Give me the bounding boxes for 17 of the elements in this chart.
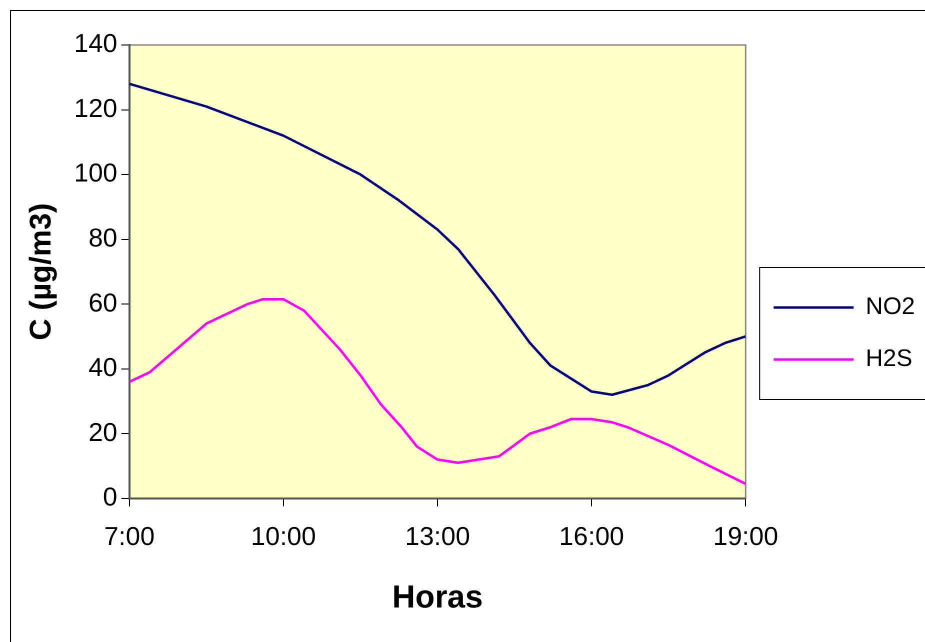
legend-label: NO2 xyxy=(866,293,916,320)
y-tick-label: 100 xyxy=(74,158,118,188)
y-tick-label: 0 xyxy=(102,482,118,512)
x-axis-title: Horas xyxy=(392,578,483,615)
y-tick-label: 40 xyxy=(88,352,118,382)
x-tick-label: 10:00 xyxy=(250,521,316,552)
x-tick-label: 19:00 xyxy=(713,521,778,552)
y-tick-label: 20 xyxy=(88,416,118,447)
y-tick-label: 140 xyxy=(74,28,118,58)
x-tick-label: 13:00 xyxy=(404,521,470,552)
legend-label: H2S xyxy=(866,345,912,372)
x-tick-label: 16:00 xyxy=(559,521,624,552)
x-tick-label: 7:00 xyxy=(104,521,155,552)
y-axis-title: C (µg/m3) xyxy=(24,203,58,340)
y-tick-label: 80 xyxy=(88,222,118,252)
y-tick-label: 60 xyxy=(88,287,118,318)
y-tick-label: 120 xyxy=(74,92,118,123)
